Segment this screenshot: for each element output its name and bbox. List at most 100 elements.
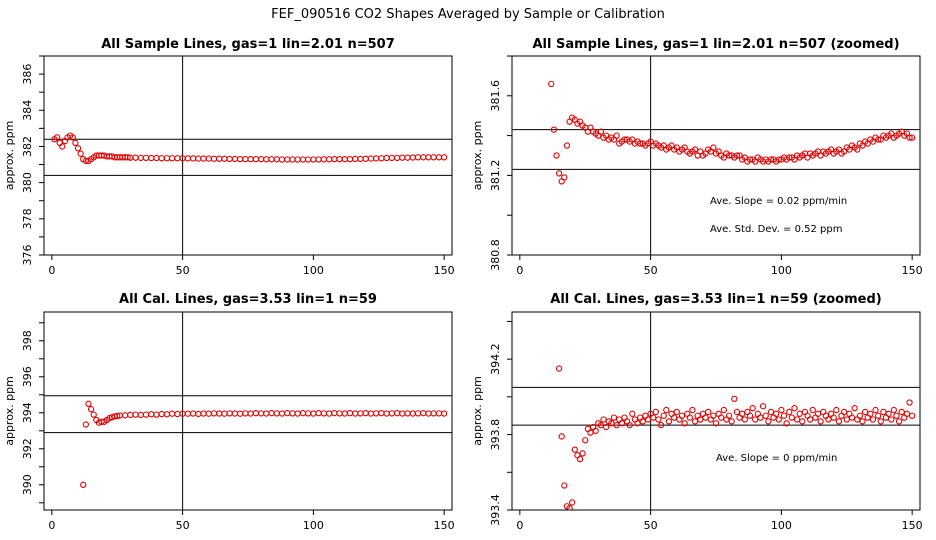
data-point [817,418,824,425]
data-point [830,414,837,421]
data-point [555,170,563,177]
data-point [603,423,610,431]
chart-panels: All Sample Lines, gas=1 lin=2.01 n=507 ap… [3,37,923,532]
data-point [566,504,573,510]
data-point [898,408,905,416]
data-point [441,154,448,161]
data-point [856,412,863,419]
x-tick-label: 0 [516,264,523,277]
x-tick-label: 50 [644,519,658,532]
annotation-text: Ave. Slope = 0.02 ppm/min [710,196,847,207]
x-tick-label: 150 [902,519,923,532]
data-point [610,414,618,421]
data-point [749,405,756,412]
data-point [550,126,557,133]
data-point [895,418,903,425]
data-point [82,421,89,428]
data-point [608,420,615,427]
x-tick-label: 50 [176,264,190,277]
panel-title: All Sample Lines, gas=1 lin=2.01 n=507 [101,37,395,52]
data-point [733,408,741,416]
y-tick-label: 386 [21,64,34,85]
y-tick-label: 396 [21,366,34,387]
data-point [890,406,897,414]
data-point [799,418,806,425]
data-point [851,405,858,412]
data-point [786,154,793,161]
data-point [725,412,733,419]
data-point [553,152,560,159]
data-point [629,410,636,417]
data-point [875,412,882,419]
data-point [762,412,769,419]
y-tick-label: 376 [21,245,34,266]
data-point [98,418,105,425]
x-tick-label: 100 [771,264,792,277]
data-point [773,410,780,417]
panel-title: All Cal. Lines, gas=3.53 lin=1 n=59 (zoo… [550,292,881,307]
data-point [571,446,578,453]
y-tick-label: 390 [21,474,34,495]
data-point [759,403,767,410]
data-point [673,408,680,416]
data-point [712,420,720,427]
data-point [775,416,782,423]
data-points [548,80,916,185]
data-point [746,156,754,163]
data-point [835,418,843,425]
data-point [872,406,879,414]
data-point [825,416,832,423]
data-point [791,405,798,412]
data-point [869,416,877,423]
data-point [705,408,712,416]
data-point [655,416,662,423]
figure-title: FEF_090516 CO2 Shapes Averaged by Sample… [271,7,665,22]
data-point [833,406,840,414]
y-tick-label: 381.6 [489,80,502,112]
data-point [597,421,605,429]
data-point [555,365,563,372]
x-tick-label: 150 [902,264,923,277]
annotation-text: Ave. Slope = 0 ppm/min [716,453,837,464]
panel-title: All Sample Lines, gas=1 lin=2.01 n=507 (… [532,37,899,52]
data-point [718,414,725,421]
data-point [85,400,92,407]
data-points [555,365,916,510]
chart-panel-3: All Cal. Lines, gas=3.53 lin=1 n=59 appro… [3,292,455,532]
y-tick-label: 384 [21,100,34,121]
data-point [90,411,97,418]
data-point [814,410,822,417]
data-point [82,157,89,165]
data-point [786,408,793,416]
y-tick-label: 393.4 [489,494,502,526]
data-point [686,414,693,421]
data-point [691,146,699,153]
data-point [909,412,916,419]
chart-panel-2: All Sample Lines, gas=1 lin=2.01 n=507 (… [471,37,923,277]
data-point [809,406,816,414]
data-point [69,134,76,141]
data-point [765,418,772,425]
y-tick-label: 392 [21,438,34,459]
data-point [775,156,782,163]
data-point [888,416,895,423]
data-point [780,412,788,419]
data-point [569,499,576,506]
data-point [592,427,599,434]
data-point [697,416,704,423]
x-tick-label: 0 [516,519,523,532]
data-point [671,414,678,421]
data-point [576,455,584,463]
data-point [114,412,121,420]
data-point [634,420,641,427]
data-point [77,150,84,157]
data-point [767,156,775,163]
data-point [720,406,727,414]
data-point [657,421,665,429]
x-tick-label: 0 [48,264,55,277]
data-point [663,406,670,414]
y-axis-label: approx. ppm [3,121,16,191]
data-point [660,412,667,419]
data-point [650,414,657,421]
data-point [739,410,746,417]
